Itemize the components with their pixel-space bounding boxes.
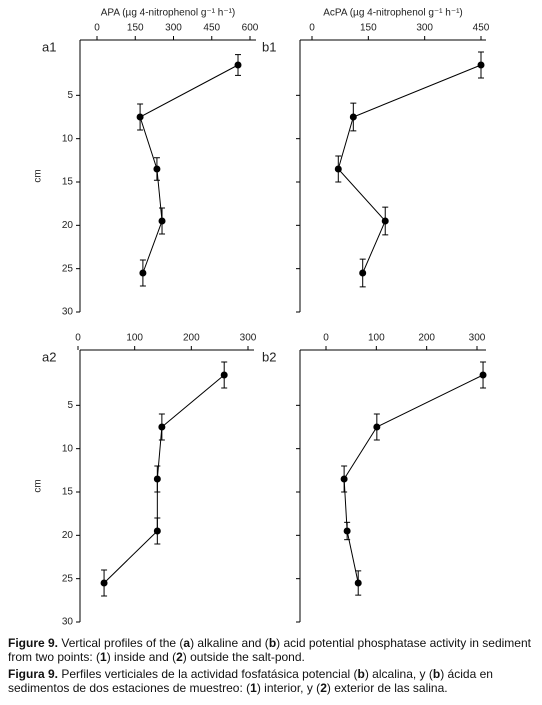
data-point [153,527,161,535]
data-point [234,61,242,69]
y-tick-label: 20 [62,530,74,541]
x-axis-title: AcPA (µg 4-nitrophenol g⁻¹ h⁻¹) [323,8,463,19]
x-tick-label: 0 [75,333,81,344]
data-point [349,113,357,121]
profile-line [337,64,482,274]
x-tick-label: 300 [416,23,433,34]
caption-text: ) inside and ( [106,650,177,664]
y-tick-label: 20 [62,220,74,231]
y-tick-label: 25 [62,263,74,274]
panel-label: a1 [42,39,56,54]
caption-text: ) ácida en sedimentos de dos estaciones … [8,667,493,695]
y-tick-label: 25 [62,573,74,584]
data-point [359,269,367,277]
caption-text: ) exterior de las salina. [326,681,448,695]
panel-label: a2 [42,349,56,364]
data-point [479,371,487,379]
x-tick-label: 100 [368,333,385,344]
y-tick-label: 30 [62,307,74,318]
data-point [100,579,108,587]
caption-text: Figura 9. [8,667,59,681]
data-point [340,475,348,483]
x-tick-label: 600 [242,23,259,34]
caption-text: b [432,667,441,681]
caption-text: ) interior, y ( [256,681,321,695]
data-point [153,475,161,483]
x-tick-label: 0 [309,23,315,34]
caption-text: 2 [320,681,327,695]
x-tick-label: 300 [240,333,257,344]
panel-label: b1 [262,39,276,54]
data-point [354,579,362,587]
caption-text: a [183,636,191,650]
data-point [343,527,351,535]
x-tick-label: 300 [165,23,182,34]
data-point [373,423,381,431]
x-tick-label: 450 [203,23,220,34]
caption-text: Vertical profiles of the ( [58,636,184,650]
caption-text: 2 [176,650,183,664]
caption-text: b [357,667,365,681]
x-tick-label: 0 [323,333,329,344]
caption-text: Perfiles verticiales de la actividad fos… [58,667,358,681]
data-point [334,165,342,173]
data-point [158,423,166,431]
caption: Figure 9. Vertical profiles of the (a) a… [8,636,534,664]
y-tick-label: 15 [62,177,74,188]
x-tick-label: 150 [127,23,144,34]
caption-text: 1 [250,681,257,695]
y-axis-title: cm [33,479,44,492]
y-axis-title: cm [33,169,44,182]
panel-label: b2 [262,349,276,364]
x-tick-label: 300 [469,333,486,344]
data-point [153,165,161,173]
data-point [220,371,228,379]
data-point [158,217,166,225]
profile-line [103,374,225,584]
x-tick-label: 200 [418,333,435,344]
captions: Figure 9. Vertical profiles of the (a) a… [8,636,534,698]
x-tick-label: 100 [126,333,143,344]
profile-line [343,374,484,584]
caption-text: ) alkaline and ( [190,636,269,650]
caption-text: ) outside the salt-pond. [182,650,305,664]
x-tick-label: 450 [473,23,490,34]
caption-text: ) acid potential phosphatase activity in… [8,636,531,664]
caption-text: ) alcalina, y ( [364,667,433,681]
caption-text: b [268,636,277,650]
y-tick-label: 15 [62,487,74,498]
data-point [139,269,147,277]
caption: Figura 9. Perfiles verticiales de la act… [8,667,534,695]
data-point [136,113,144,121]
x-tick-label: 0 [94,23,100,34]
y-tick-label: 30 [62,617,74,628]
caption-text: 1 [100,650,107,664]
x-tick-label: 200 [183,333,200,344]
data-point [381,217,389,225]
y-tick-label: 5 [67,400,73,411]
y-tick-label: 10 [62,443,74,454]
x-tick-label: 150 [360,23,377,34]
x-axis-title: APA (µg 4-nitrophenol g⁻¹ h⁻¹) [101,8,236,19]
y-tick-label: 5 [67,90,73,101]
caption-text: Figure 9. [8,636,59,650]
y-tick-label: 10 [62,133,74,144]
data-point [477,61,485,69]
